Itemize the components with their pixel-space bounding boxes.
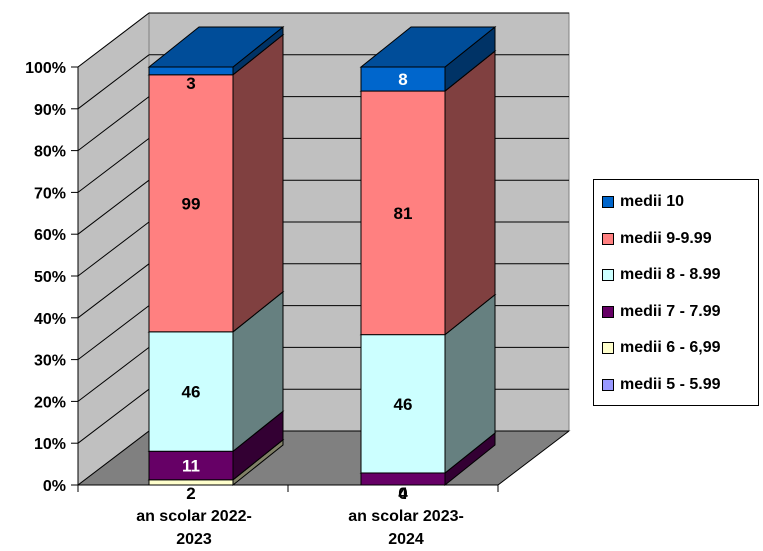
legend-swatch (602, 196, 614, 208)
data-label: 11 (182, 457, 200, 476)
bar-segment-front (360, 90, 446, 336)
y-tick-label: 100% (25, 60, 66, 77)
legend-label: medii 5 - 5.99 (620, 375, 721, 393)
legend-item: medii 8 - 8.99 (602, 265, 721, 285)
y-tick-label: 10% (34, 436, 66, 453)
legend-swatch (602, 269, 614, 281)
gridline-side (77, 138, 150, 193)
legend-item: medii 9-9.99 (602, 229, 712, 249)
gridline-side (77, 179, 150, 235)
data-label: 2 (186, 484, 195, 503)
bars (147, 25, 497, 487)
legend-swatch (602, 305, 614, 318)
gridline-side (77, 430, 150, 486)
legend: medii 10 medii 9-9.99 medii 8 - 8.99 medii … (593, 179, 759, 406)
y-tick-label: 70% (34, 185, 66, 202)
legend-swatch (602, 342, 614, 354)
data-label: 81 (394, 204, 413, 223)
data-label: 8 (398, 70, 407, 89)
legend-swatch (602, 232, 614, 245)
legend-label: medii 7 - 7.99 (620, 302, 721, 320)
y-tick-label: 50% (34, 269, 66, 286)
gridline-side (77, 263, 150, 319)
bar-segment-front (148, 450, 234, 481)
data-label: 46 (182, 383, 201, 402)
y-tick-label: 0% (43, 478, 66, 495)
data-label: 99 (182, 194, 201, 213)
y-tick-label: 40% (34, 311, 66, 328)
gridline-side (77, 54, 150, 110)
legend-label: medii 10 (620, 193, 685, 210)
bar-segment (359, 50, 497, 336)
y-tick-label: 60% (34, 227, 66, 244)
gridline-side (77, 96, 150, 151)
bar-segment-front (360, 334, 446, 474)
legend-item: medii 7 - 7.99 (602, 302, 721, 322)
bar-segment-front (148, 331, 234, 452)
gridline-side (77, 347, 150, 402)
bar-segment-front (148, 66, 234, 76)
bar-segment-side (232, 33, 284, 333)
bar-segment-side (444, 50, 496, 336)
legend-swatch (602, 378, 614, 391)
bar-segment-front (360, 66, 446, 92)
data-label: 46 (394, 395, 413, 414)
legend-item: medii 10 (602, 192, 684, 212)
y-tick-label: 30% (34, 353, 66, 370)
gridline-side (77, 388, 150, 444)
bar-segment (147, 25, 285, 76)
legend-item: medii 6 - 6,99 (602, 338, 721, 358)
bar-segment (147, 33, 285, 333)
data-labels: 2 11 46 99 3 04 46 81 8 (182, 70, 413, 503)
y-tick-label: 90% (34, 102, 66, 119)
gridline-side (77, 221, 150, 277)
gridline-side (77, 305, 150, 360)
data-label: 4 (398, 484, 408, 503)
gridline-side (77, 12, 150, 68)
bar-segment (359, 25, 497, 93)
x-category-label: an scolar 2023-2024 (348, 508, 464, 548)
legend-label: medii 8 - 8.99 (620, 266, 721, 283)
y-tick-label: 80% (34, 144, 66, 161)
x-category-label: an scolar 2022-2023 (136, 508, 252, 548)
legend-item: medii 5 - 5.99 (602, 375, 721, 395)
bar-segment-front (148, 74, 234, 333)
data-label: 3 (186, 74, 195, 93)
legend-label: medii 6 - 6,99 (620, 339, 721, 356)
legend-label: medii 9-9.99 (620, 229, 712, 247)
y-tick-label: 20% (34, 394, 66, 411)
data-label: 0 (398, 484, 407, 503)
